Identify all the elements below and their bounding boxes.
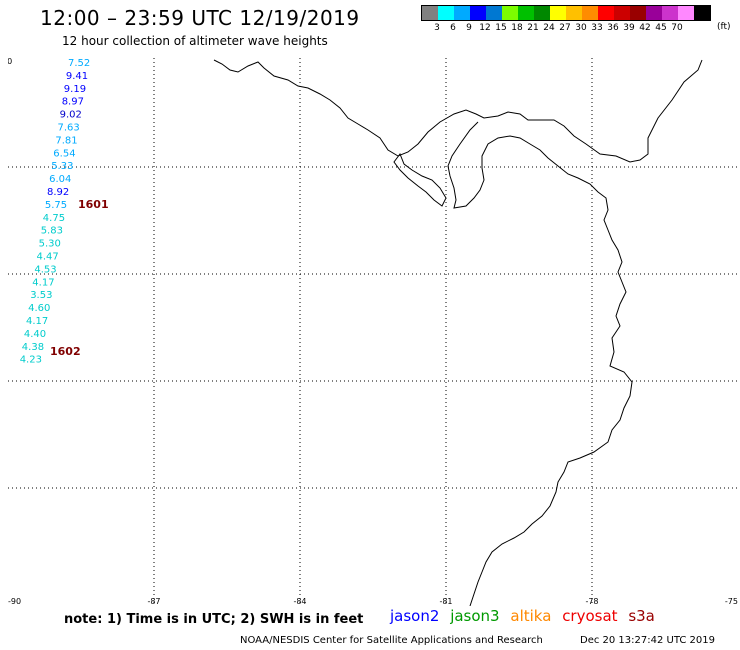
wave-height-label: 6.54 bbox=[53, 148, 75, 159]
legend-swatch bbox=[646, 6, 662, 20]
lon-tick-label: -75 bbox=[725, 597, 738, 606]
sat-cryosat: cryosat bbox=[562, 607, 618, 625]
wave-height-label: 9.41 bbox=[66, 71, 88, 82]
color-legend: 3 6 9 12 15 18 21 24 27 30 33 36 39 42 45 70 (ft) bbox=[421, 5, 731, 35]
legend-swatch bbox=[534, 6, 550, 20]
wave-height-label: 5.75 bbox=[45, 200, 67, 211]
wave-height-label: 6.04 bbox=[49, 174, 71, 185]
credit-line: NOAA/NESDIS Center for Satellite Applica… bbox=[240, 635, 543, 646]
wave-height-label: 7.81 bbox=[55, 135, 77, 146]
legend-swatch bbox=[518, 6, 534, 20]
legend-label: 30 bbox=[575, 23, 587, 33]
wave-height-label: 8.97 bbox=[62, 97, 84, 108]
page-title: 12:00 – 23:59 UTC 12/19/2019 bbox=[40, 6, 360, 30]
wave-height-label: 5.30 bbox=[39, 239, 61, 250]
lon-tick-label: -84 bbox=[293, 597, 306, 606]
wave-height-label: 4.75 bbox=[43, 213, 65, 224]
legend-label: 24 bbox=[543, 23, 555, 33]
sat-jason2: jason2 bbox=[390, 607, 440, 625]
lat-tick-label: 10 bbox=[8, 58, 12, 66]
legend-swatch bbox=[470, 6, 486, 20]
wave-height-label: 4.38 bbox=[22, 342, 44, 353]
wave-height-label: 7.63 bbox=[58, 123, 80, 134]
legend-label: 3 bbox=[434, 23, 440, 33]
wave-height-label: 8.92 bbox=[47, 187, 69, 198]
sat-jason3: jason3 bbox=[450, 607, 500, 625]
legend-swatches bbox=[421, 5, 711, 21]
coastline bbox=[213, 59, 703, 163]
lon-tick-label: -90 bbox=[8, 597, 21, 606]
wave-height-label: 3.53 bbox=[30, 290, 52, 301]
legend-labels: 3 6 9 12 15 18 21 24 27 30 33 36 39 42 45 70 bbox=[421, 21, 711, 35]
legend-swatch bbox=[486, 6, 502, 20]
sat-altika: altika bbox=[510, 607, 552, 625]
legend-swatch bbox=[582, 6, 598, 20]
pass-label: 1601 bbox=[78, 198, 109, 211]
satellite-legend: jason2 jason3 altika cryosat s3a bbox=[390, 607, 661, 625]
legend-swatch bbox=[438, 6, 454, 20]
legend-swatch bbox=[454, 6, 470, 20]
legend-label: 45 bbox=[655, 23, 667, 33]
wave-height-label: 4.53 bbox=[34, 264, 56, 275]
coastline-west bbox=[393, 152, 447, 207]
coastline-south bbox=[447, 121, 633, 606]
legend-label: 9 bbox=[466, 23, 472, 33]
legend-swatch bbox=[630, 6, 646, 20]
legend-swatch bbox=[598, 6, 614, 20]
wave-height-label: 7.52 bbox=[68, 58, 90, 69]
wave-height-values: 7.52 9.41 9.19 8.97 9.02 7.637.81 6.54 5.33 6.04… bbox=[20, 58, 109, 366]
lon-tick-label: -87 bbox=[147, 597, 160, 606]
legend-swatch bbox=[566, 6, 582, 20]
legend-swatch bbox=[422, 6, 438, 20]
lon-tick-label: -81 bbox=[439, 597, 452, 606]
wave-height-label: 9.19 bbox=[64, 84, 86, 95]
legend-label: 70 bbox=[671, 23, 683, 33]
page-subtitle: 12 hour collection of altimeter wave hei… bbox=[62, 34, 328, 48]
legend-label: 33 bbox=[591, 23, 603, 33]
legend-swatch bbox=[614, 6, 630, 20]
map-grid: -90-87-84-81-78-751086420 bbox=[8, 58, 740, 606]
legend-label: 36 bbox=[607, 23, 619, 33]
legend-swatch bbox=[694, 6, 710, 20]
legend-label: 21 bbox=[527, 23, 539, 33]
legend-swatch bbox=[550, 6, 566, 20]
map-canvas: -90-87-84-81-78-751086420 7.529.419.198.… bbox=[8, 58, 740, 606]
wave-height-label: 9.02 bbox=[60, 110, 82, 121]
legend-swatch bbox=[502, 6, 518, 20]
wave-height-label: 4.40 bbox=[24, 329, 46, 340]
wave-height-label: 4.17 bbox=[26, 316, 48, 327]
wave-height-label: 4.60 bbox=[28, 303, 50, 314]
legend-unit: (ft) bbox=[717, 22, 731, 32]
lon-tick-label: -78 bbox=[585, 597, 598, 606]
wave-height-label: 4.23 bbox=[20, 355, 42, 366]
legend-swatch bbox=[662, 6, 678, 20]
legend-label: 18 bbox=[511, 23, 523, 33]
wave-height-label: 5.33 bbox=[51, 161, 73, 172]
legend-label: 12 bbox=[479, 23, 491, 33]
legend-label: 39 bbox=[623, 23, 635, 33]
footer-note: note: 1) Time is in UTC; 2) SWH is in fe… bbox=[64, 612, 364, 627]
legend-label: 27 bbox=[559, 23, 571, 33]
wave-height-label: 4.17 bbox=[32, 277, 54, 288]
timestamp: Dec 20 13:27:42 UTC 2019 bbox=[580, 635, 715, 646]
legend-label: 6 bbox=[450, 23, 456, 33]
legend-label: 42 bbox=[639, 23, 651, 33]
pass-label: 1602 bbox=[50, 345, 81, 358]
wave-height-label: 5.83 bbox=[41, 226, 63, 237]
legend-label: 15 bbox=[495, 23, 507, 33]
sat-s3a: s3a bbox=[628, 607, 655, 625]
wave-height-label: 4.47 bbox=[37, 252, 59, 263]
legend-swatch bbox=[678, 6, 694, 20]
